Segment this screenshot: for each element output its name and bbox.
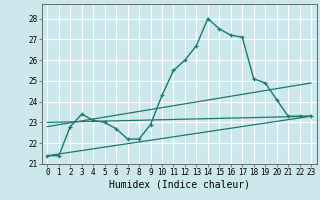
X-axis label: Humidex (Indice chaleur): Humidex (Indice chaleur)	[109, 180, 250, 190]
